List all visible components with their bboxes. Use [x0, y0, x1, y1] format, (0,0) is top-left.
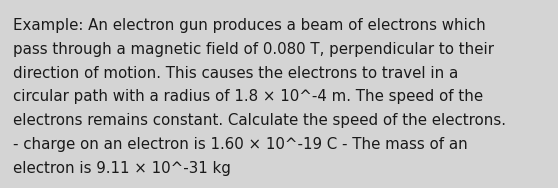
Text: Example: An electron gun produces a beam of electrons which: Example: An electron gun produces a beam… [13, 18, 486, 33]
Text: circular path with a radius of 1.8 × 10^-4 m. The speed of the: circular path with a radius of 1.8 × 10^… [13, 89, 483, 104]
Text: direction of motion. This causes the electrons to travel in a: direction of motion. This causes the ele… [13, 66, 458, 81]
Text: electrons remains constant. Calculate the speed of the electrons.: electrons remains constant. Calculate th… [13, 113, 506, 128]
Text: pass through a magnetic field of 0.080 T, perpendicular to their: pass through a magnetic field of 0.080 T… [13, 42, 494, 57]
Text: electron is 9.11 × 10^-31 kg: electron is 9.11 × 10^-31 kg [13, 161, 231, 176]
Text: - charge on an electron is 1.60 × 10^-19 C - The mass of an: - charge on an electron is 1.60 × 10^-19… [13, 137, 468, 152]
